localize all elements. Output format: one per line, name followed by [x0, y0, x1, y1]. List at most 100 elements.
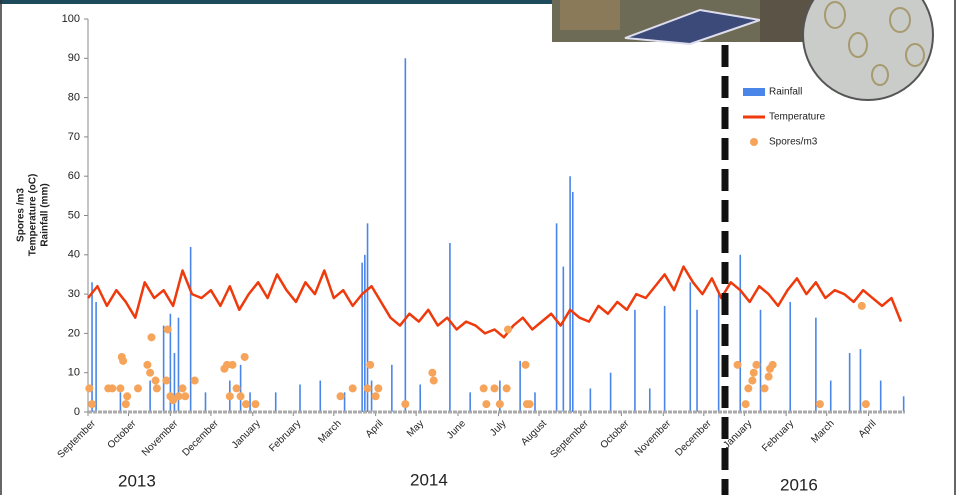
rain-bar — [760, 310, 762, 412]
rain-bar — [903, 396, 905, 412]
spore-point — [241, 353, 249, 361]
rain-bar — [563, 267, 565, 412]
spore-point — [742, 400, 750, 408]
rain-bar — [569, 176, 571, 412]
legend-label: Temperature — [769, 112, 826, 123]
rain-bar — [299, 384, 301, 412]
y-tick-label: 90 — [68, 52, 80, 64]
legend-swatch — [743, 88, 765, 96]
spore-point — [147, 333, 155, 341]
x-tick-label: April — [364, 418, 386, 440]
y-tick-label: 70 — [68, 131, 80, 143]
rain-bar — [789, 302, 791, 412]
y-tick-label: 10 — [68, 367, 80, 379]
rain-bar — [205, 392, 207, 412]
rain-bar — [815, 318, 817, 412]
spore-point — [242, 400, 250, 408]
x-tick-label: February — [267, 418, 303, 454]
spore-point — [734, 361, 742, 369]
rain-bar — [361, 263, 363, 412]
spore-point — [337, 392, 345, 400]
spore-point — [428, 369, 436, 377]
rain-bar — [519, 361, 521, 412]
rain-bar — [91, 282, 93, 412]
rain-bar — [590, 388, 592, 412]
rain-bar — [367, 223, 369, 412]
x-tick-label: March — [809, 418, 836, 445]
rain-bar — [689, 282, 691, 412]
year-label: 2013 — [118, 471, 156, 490]
photo-solar — [552, 0, 842, 44]
x-tick-label: December — [180, 418, 221, 459]
x-tick-label: October — [598, 418, 631, 451]
spore-point — [233, 384, 241, 392]
spore-point — [122, 400, 130, 408]
spore-point — [349, 384, 357, 392]
spore-point — [191, 377, 199, 385]
spore-point — [522, 361, 530, 369]
spore-point — [401, 400, 409, 408]
rain-bar — [739, 255, 741, 412]
rain-bar — [95, 302, 97, 412]
rain-bar — [275, 392, 277, 412]
rain-bar — [830, 381, 832, 412]
x-tick-label: December — [673, 418, 714, 459]
rain-bar — [880, 381, 882, 412]
year-label: 2016 — [780, 475, 818, 494]
spore-point — [143, 361, 151, 369]
spore-point — [862, 400, 870, 408]
chart: Spores /m3 Temperature (oC) Rainfall (mm… — [0, 0, 956, 495]
rain-bar — [610, 373, 612, 412]
x-tick-label: June — [445, 418, 468, 441]
year-label: 2014 — [410, 470, 448, 489]
y-tick-label: 0 — [74, 406, 80, 418]
spore-point — [88, 400, 96, 408]
spore-point — [119, 357, 127, 365]
y-axis-title: Spores /m3 Temperature (oC) Rainfall (mm… — [16, 174, 51, 257]
y-tick-label: 100 — [62, 13, 80, 25]
x-tick-label: September — [56, 418, 99, 461]
x-tick-label: January — [230, 418, 263, 451]
header-band — [0, 0, 560, 4]
rain-bar — [860, 349, 862, 412]
rain-bar — [664, 306, 666, 412]
rain-bar — [634, 310, 636, 412]
spore-point — [226, 392, 234, 400]
page: {"chart_data": {"type": "combo", "y_labe… — [0, 0, 956, 495]
legend-label: Rainfall — [769, 87, 802, 98]
spore-point — [366, 361, 374, 369]
rain-bar — [391, 365, 393, 412]
spore-point — [503, 384, 511, 392]
y-tick-label: 20 — [68, 327, 80, 339]
y-tick-label: 40 — [68, 249, 80, 261]
rain-bar — [163, 326, 165, 412]
spore-point — [526, 400, 534, 408]
spore-point — [179, 384, 187, 392]
spore-point — [85, 384, 93, 392]
x-tick-label: September — [549, 418, 592, 461]
rain-bar — [149, 381, 151, 412]
spore-point — [146, 369, 154, 377]
spore-point — [430, 377, 438, 385]
legend-label: Spores/m3 — [769, 137, 818, 148]
y-title-line: Spores /m3 — [16, 188, 27, 242]
temperature-line — [88, 267, 901, 338]
rain-bar — [190, 247, 192, 412]
spore-point — [364, 384, 372, 392]
spore-point — [152, 377, 160, 385]
rain-bar — [449, 243, 451, 412]
spore-point — [480, 384, 488, 392]
spore-point — [744, 384, 752, 392]
spore-point — [374, 384, 382, 392]
rain-bar — [718, 294, 720, 412]
rain-bar — [469, 392, 471, 412]
spore-point — [761, 384, 769, 392]
spore-point — [504, 325, 512, 333]
spore-point — [372, 392, 380, 400]
y-title-line: Temperature (oC) — [28, 174, 39, 257]
x-tick-label: August — [519, 418, 549, 448]
spore-point — [228, 361, 236, 369]
rain-bar — [405, 58, 407, 412]
x-tick-label: July — [488, 418, 508, 438]
x-tick-label: November — [140, 418, 181, 459]
